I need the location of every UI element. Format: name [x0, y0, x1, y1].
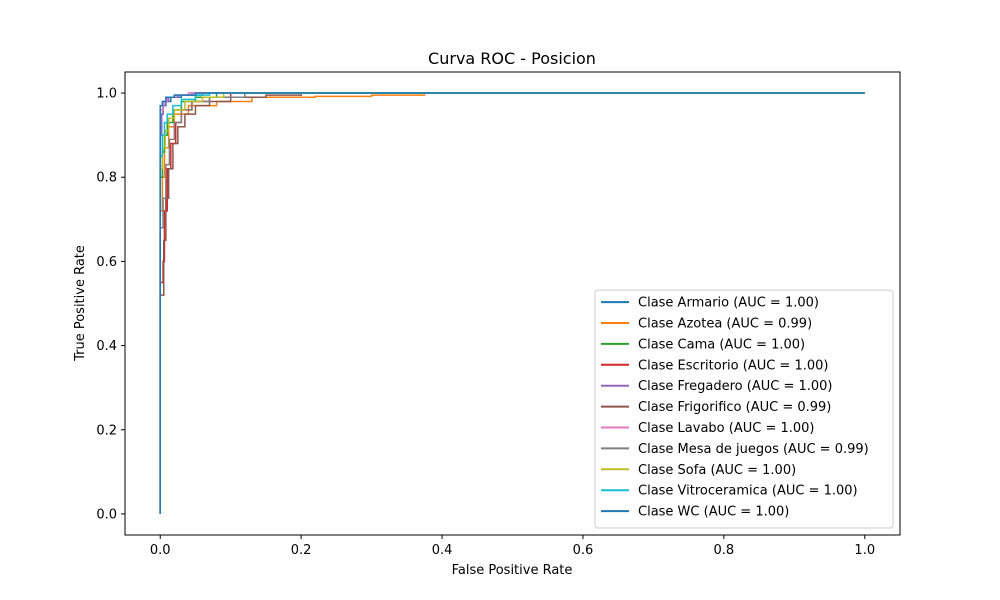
x-tick-label: 0.8 [714, 543, 735, 558]
legend-entry: Clase Azotea (AUC = 0.99) [638, 317, 812, 332]
legend-entry: Clase Vitroceramica (AUC = 1.00) [638, 484, 858, 499]
x-tick-label: 0.2 [291, 543, 312, 558]
x-tick-label: 0.4 [432, 543, 453, 558]
y-axis-label: True Positive Rate [73, 245, 88, 362]
y-tick-label: 0.4 [96, 339, 117, 354]
y-tick-label: 0.8 [96, 171, 117, 186]
legend-entry: Clase Lavabo (AUC = 1.00) [638, 421, 815, 436]
x-axis-label: False Positive Rate [452, 563, 573, 578]
axes: 0.0 0.2 0.4 0.6 0.8 1.0 0.0 0.2 0.4 0.6 0.8 1.0 [96, 87, 875, 558]
y-tick-label: 1.0 [96, 87, 117, 102]
plot-frame [124, 71, 901, 536]
chart-title: Curva ROC - Posicion [428, 49, 596, 68]
legend-entry: Clase Sofa (AUC = 1.00) [638, 463, 796, 478]
legend: Clase Armario (AUC = 1.00) Clase Azotea (… [594, 289, 894, 529]
y-tick-label: 0.6 [96, 255, 117, 270]
plot-area [159, 92, 865, 514]
y-tick-label: 0.0 [96, 507, 117, 522]
legend-entry: Clase Mesa de juegos (AUC = 0.99) [638, 442, 869, 457]
legend-entry: Clase Armario (AUC = 1.00) [638, 296, 819, 311]
series-line-6 [159, 92, 865, 514]
series-line-2 [159, 92, 865, 514]
legend-entry: Clase WC (AUC = 1.00) [638, 505, 789, 520]
y-tick-label: 0.2 [96, 423, 117, 438]
series-line-10 [159, 92, 865, 514]
x-tick-label: 0.0 [150, 543, 171, 558]
series-line-11 [159, 92, 865, 514]
legend-entry: Clase Fregadero (AUC = 1.00) [638, 379, 833, 394]
legend-box [594, 289, 894, 529]
x-tick-label: 0.6 [573, 543, 594, 558]
x-tick-label: 1.0 [854, 543, 875, 558]
legend-entry: Clase Cama (AUC = 1.00) [638, 337, 805, 352]
legend-entry: Clase Frigorifico (AUC = 0.99) [638, 400, 831, 415]
legend-entry: Clase Escritorio (AUC = 1.00) [638, 358, 828, 373]
